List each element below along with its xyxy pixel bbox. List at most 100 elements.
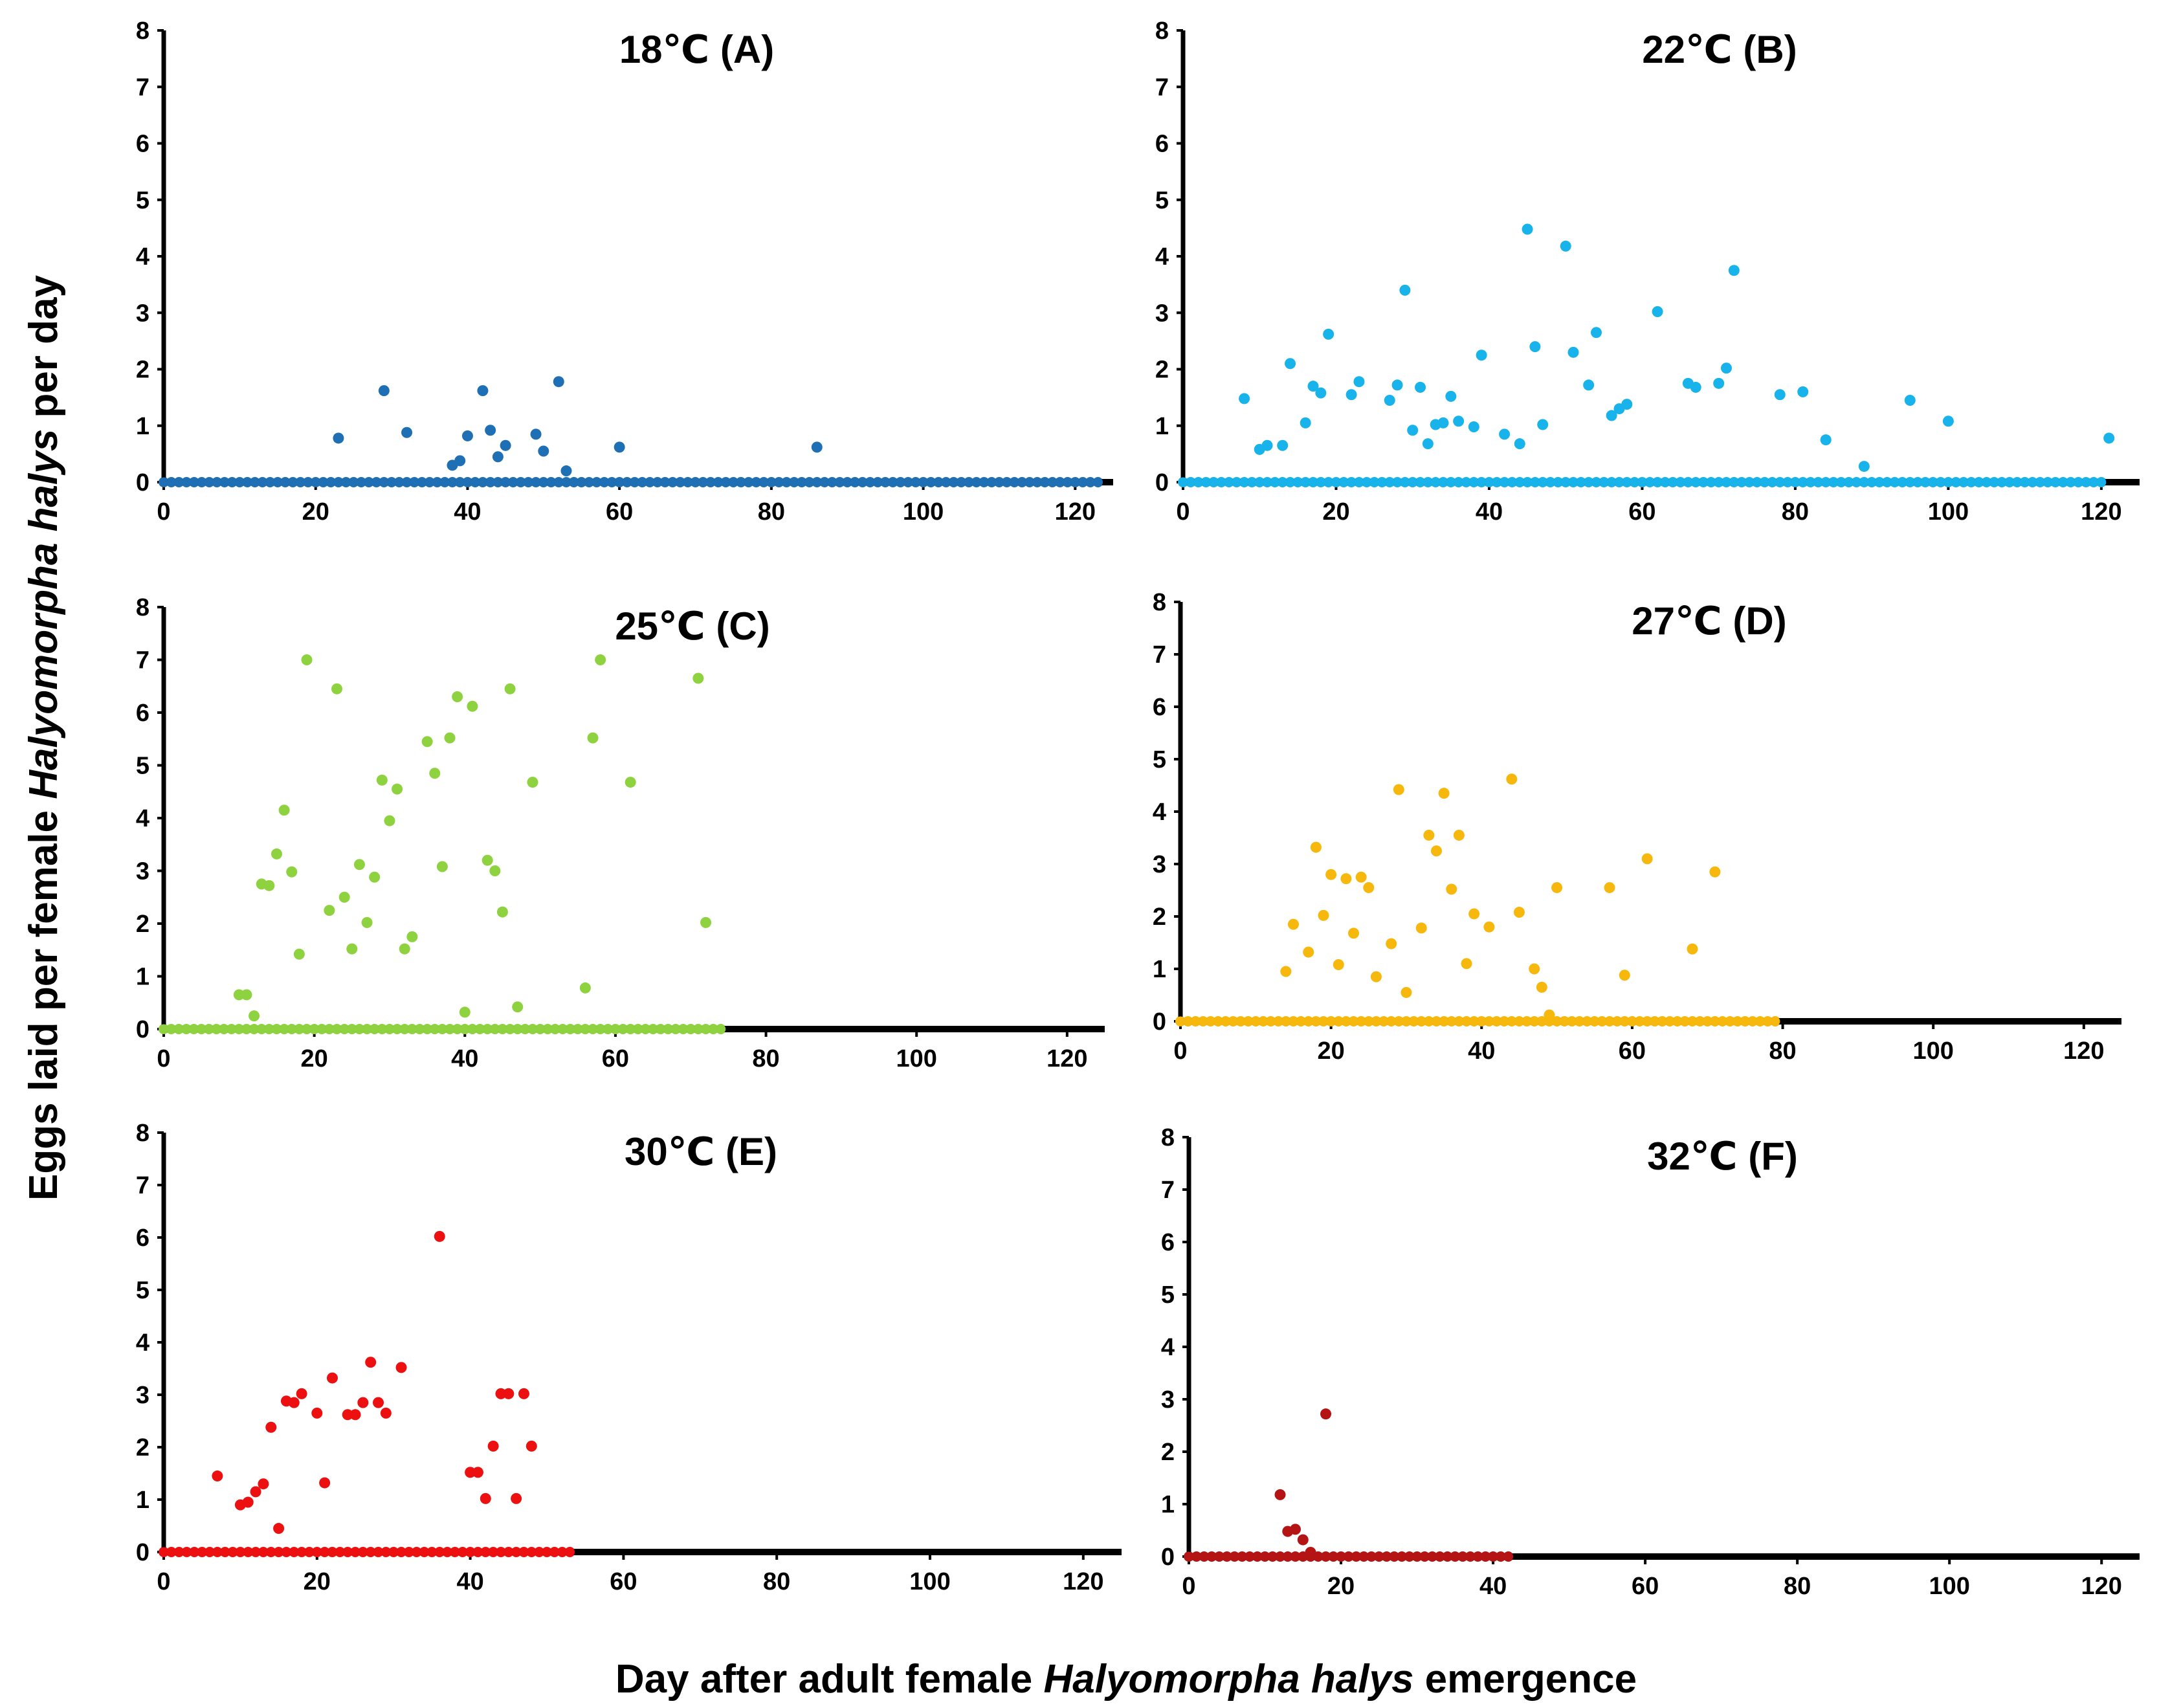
data-point xyxy=(1506,773,1518,785)
zero-point-marker xyxy=(1243,1016,1254,1026)
zero-point-marker xyxy=(1371,1016,1381,1026)
zero-point-marker xyxy=(1852,477,1862,487)
data-point xyxy=(614,441,625,453)
zero-point-marker xyxy=(1366,1551,1377,1562)
zero-point-marker xyxy=(2004,477,2015,487)
zero-point-marker xyxy=(407,1024,417,1034)
data-point xyxy=(1407,425,1419,436)
zero-point-marker xyxy=(426,1547,437,1557)
zero-point-marker xyxy=(670,1024,681,1034)
zero-point-marker xyxy=(903,477,913,487)
zero-point-marker xyxy=(1530,477,1540,487)
data-point xyxy=(365,1357,377,1368)
zero-point-marker xyxy=(1622,477,1632,487)
zero-point-marker xyxy=(1326,1016,1336,1026)
zero-point-marker xyxy=(720,477,731,487)
data-point xyxy=(273,1523,285,1535)
zero-point-marker xyxy=(342,1547,353,1557)
zero-point-marker xyxy=(716,1024,726,1034)
data-point xyxy=(401,427,413,438)
zero-point-marker xyxy=(1358,1551,1369,1562)
zero-point-marker xyxy=(505,1024,515,1034)
data-point xyxy=(465,1467,476,1478)
zero-point-marker xyxy=(1338,477,1349,487)
zero-point-marker xyxy=(289,1547,299,1557)
zero-point-marker xyxy=(1316,477,1326,487)
x-tick-label: 20 xyxy=(1322,498,1349,526)
y-tick-label: 7 xyxy=(136,1172,149,1199)
data-point xyxy=(301,654,313,665)
zero-point-marker xyxy=(159,1547,169,1557)
y-tick-label: 1 xyxy=(1155,413,1169,440)
zero-point-marker xyxy=(434,1547,445,1557)
zero-point-marker xyxy=(1290,1551,1301,1562)
data-point xyxy=(1483,921,1495,933)
zero-point-marker xyxy=(979,477,989,487)
data-point xyxy=(1468,421,1479,432)
zero-point-marker xyxy=(1397,1551,1407,1562)
zero-point-marker xyxy=(1175,1016,1186,1026)
x-tick-label: 60 xyxy=(1619,1037,1646,1065)
x-tick-label: 20 xyxy=(302,498,329,526)
zero-point-marker xyxy=(925,477,936,487)
data-point xyxy=(500,439,511,451)
data-point xyxy=(587,732,599,744)
zero-point-marker xyxy=(347,1024,357,1034)
zero-point-marker xyxy=(1341,1016,1351,1026)
data-point xyxy=(1858,461,1870,472)
data-point xyxy=(452,691,463,703)
zero-point-marker xyxy=(1637,477,1647,487)
data-point xyxy=(380,1407,392,1419)
data-point xyxy=(1544,1009,1555,1021)
data-point xyxy=(1468,908,1480,920)
data-point xyxy=(1287,918,1299,930)
data-point xyxy=(579,982,591,993)
zero-point-marker xyxy=(1725,1016,1735,1026)
zero-point-marker xyxy=(258,477,268,487)
zero-point-marker xyxy=(2012,477,2022,487)
zero-point-marker xyxy=(1278,477,1288,487)
data-point xyxy=(1606,410,1617,421)
data-point xyxy=(444,732,456,744)
zero-point-marker xyxy=(379,477,389,487)
data-point xyxy=(250,1486,261,1498)
zero-point-marker xyxy=(1813,477,1823,487)
zero-point-marker xyxy=(265,477,275,487)
zero-point-marker xyxy=(316,1024,327,1034)
data-point xyxy=(311,1407,323,1419)
zero-point-marker xyxy=(1427,1551,1437,1562)
data-point xyxy=(1529,963,1540,975)
zero-point-marker xyxy=(493,477,503,487)
data-point xyxy=(429,768,441,779)
data-point xyxy=(1567,346,1579,358)
y-tick-label: 8 xyxy=(136,594,149,621)
zero-point-marker xyxy=(557,1547,568,1557)
y-tick-label: 7 xyxy=(1161,1177,1175,1204)
data-point xyxy=(392,783,403,795)
zero-point-marker xyxy=(1311,1016,1321,1026)
zero-point-marker xyxy=(419,1547,430,1557)
y-tick-label: 5 xyxy=(1161,1281,1175,1309)
zero-point-marker xyxy=(1650,1016,1660,1026)
data-point xyxy=(406,931,418,942)
zero-point-marker xyxy=(392,1024,403,1034)
zero-point-marker xyxy=(553,477,564,487)
x-tick-label: 0 xyxy=(157,498,170,526)
zero-point-marker xyxy=(1582,1016,1592,1026)
data-point xyxy=(1422,438,1434,450)
zero-point-marker xyxy=(478,477,488,487)
data-point xyxy=(560,465,572,477)
y-tick-label: 5 xyxy=(136,753,149,780)
zero-point-marker xyxy=(1002,477,1012,487)
zero-point-marker xyxy=(1321,1551,1331,1562)
zero-point-marker xyxy=(1424,1016,1434,1026)
zero-point-marker xyxy=(366,1547,376,1557)
zero-point-marker xyxy=(1729,477,1739,487)
data-point xyxy=(811,441,823,453)
data-point xyxy=(1401,986,1412,998)
data-point xyxy=(1415,381,1426,393)
y-tick-label: 6 xyxy=(136,131,149,158)
zero-point-marker xyxy=(678,1024,689,1034)
zero-point-marker xyxy=(1567,1016,1577,1026)
